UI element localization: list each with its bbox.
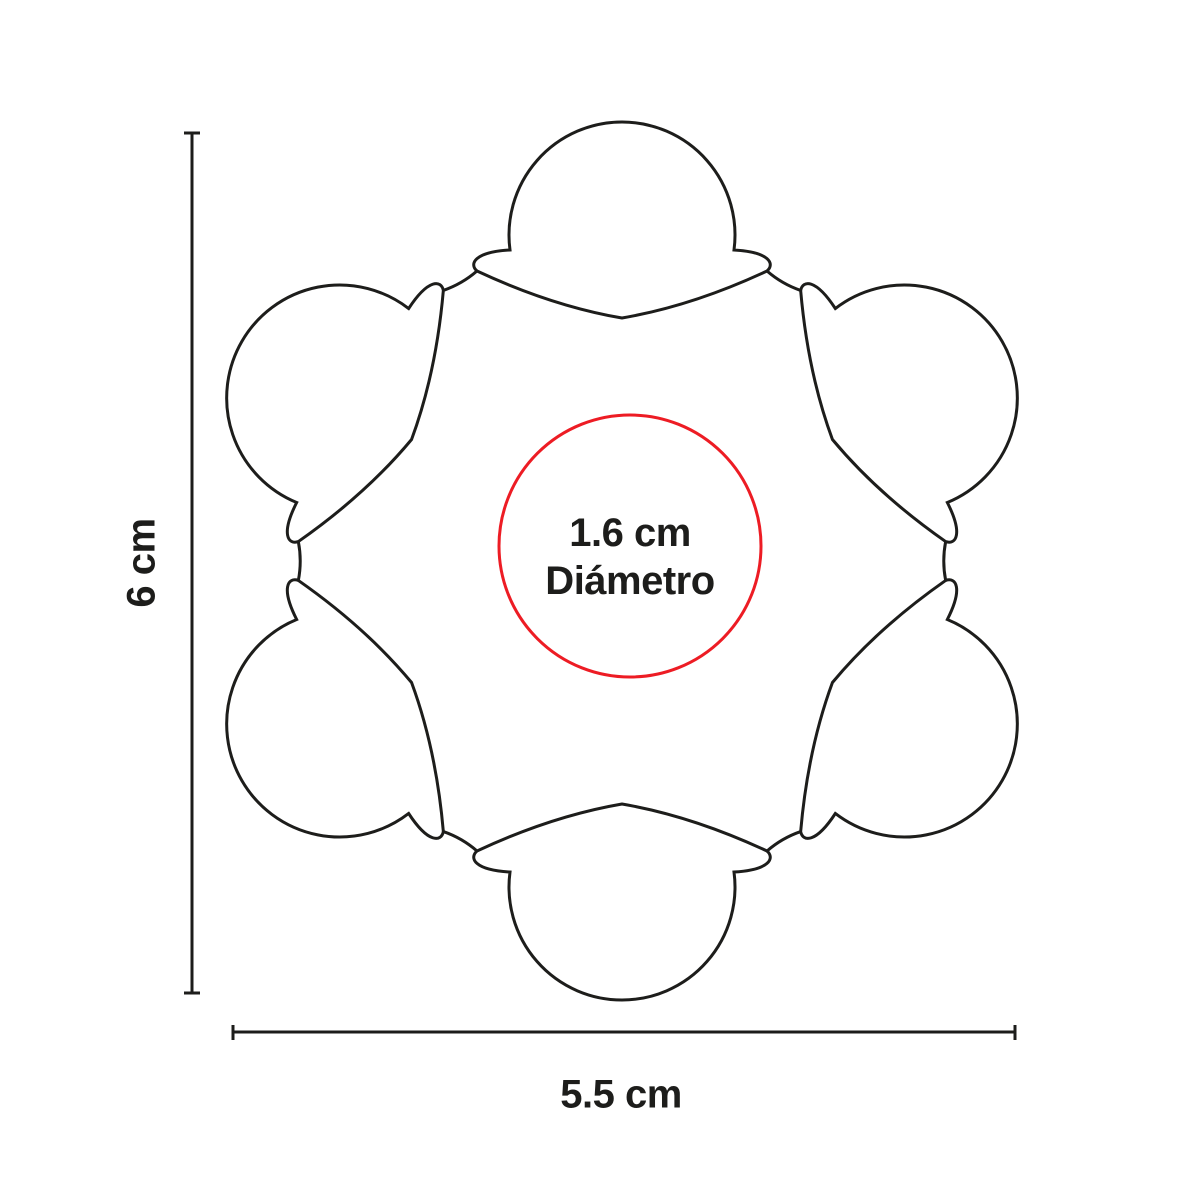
height-dimension-label: 6 cm: [119, 518, 164, 608]
lobe-lower-right: [741, 552, 1078, 937]
width-dimension-label: 5.5 cm: [560, 1072, 682, 1117]
height-dimension-line: [184, 131, 200, 995]
diameter-circle: [497, 413, 763, 679]
diameter-value: 1.6 cm: [569, 511, 691, 555]
diameter-label: 1.6 cm Diámetro: [545, 509, 715, 605]
lobe-bottom: [441, 802, 772, 1002]
lobe-top: [472, 120, 803, 320]
width-dimension-line: [231, 1025, 1017, 1040]
lobe-lower-left: [151, 526, 488, 911]
lobe-upper-right: [756, 211, 1093, 596]
diameter-caption: Diámetro: [545, 559, 715, 603]
lobe-upper-left: [166, 185, 503, 570]
